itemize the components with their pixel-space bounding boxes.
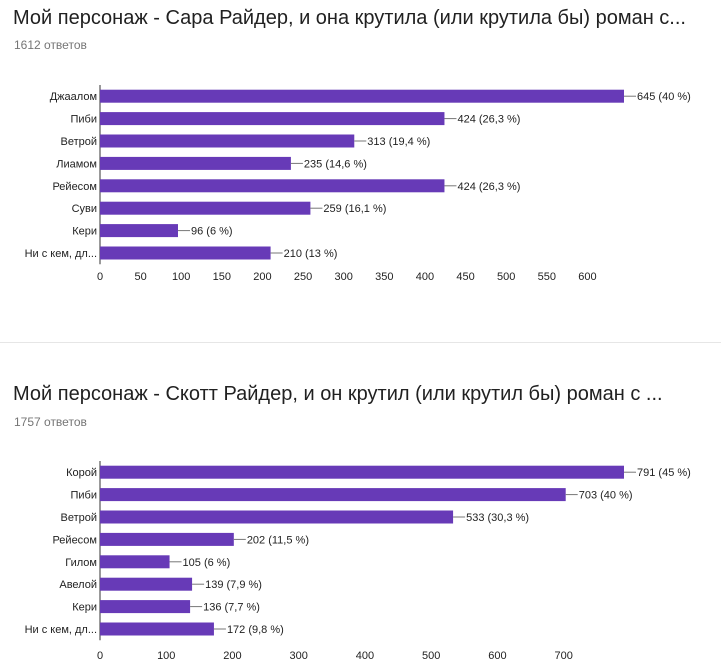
- x-tick-label: 550: [538, 271, 556, 283]
- category-label: Ветрой: [60, 512, 97, 524]
- data-label: 202 (11,5 %): [247, 534, 309, 546]
- category-label: Кери: [72, 602, 97, 614]
- data-label: 235 (14,6 %): [304, 158, 367, 170]
- category-label: Пиби: [71, 490, 98, 502]
- x-tick-label: 200: [223, 650, 241, 662]
- x-tick-label: 100: [172, 271, 190, 283]
- category-label: Ветрой: [60, 136, 97, 148]
- data-label: 424 (26,3 %): [457, 181, 520, 193]
- category-label: Рейесом: [52, 181, 97, 193]
- x-tick-label: 400: [356, 650, 374, 662]
- bar: [100, 488, 566, 502]
- bar: [100, 246, 271, 260]
- bar: [100, 555, 170, 569]
- data-label: 105 (6 %): [183, 557, 231, 569]
- question-card-1: Мой персонаж - Сара Райдер, и она крутил…: [13, 7, 691, 283]
- x-tick-label: 0: [97, 271, 103, 283]
- x-tick-label: 600: [488, 650, 506, 662]
- x-tick-label: 100: [157, 650, 175, 662]
- question-title: Мой персонаж - Сара Райдер, и она крутил…: [13, 7, 686, 29]
- bar: [100, 201, 311, 215]
- x-tick-label: 400: [416, 271, 434, 283]
- data-label: 424 (26,3 %): [457, 114, 520, 126]
- category-label: Корой: [66, 467, 97, 479]
- category-label: Рейесом: [52, 534, 97, 546]
- x-tick-label: 200: [253, 271, 271, 283]
- data-label: 139 (7,9 %): [205, 579, 262, 591]
- bar: [100, 224, 178, 238]
- x-tick-label: 500: [497, 271, 515, 283]
- data-label: 96 (6 %): [191, 226, 233, 238]
- bar: [100, 465, 624, 479]
- data-label: 259 (16,1 %): [323, 203, 386, 215]
- response-count: 1757 ответов: [14, 415, 87, 429]
- bar-chart: Джаалом 645 (40 %) Пиби 424 (26,3 %) Ветрой 3…: [25, 85, 691, 283]
- bar: [100, 112, 445, 126]
- x-tick-label: 0: [97, 650, 103, 662]
- data-label: 172 (9,8 %): [227, 624, 284, 636]
- category-label: Пиби: [71, 114, 98, 126]
- category-label: Ни с кем, дл...: [25, 624, 97, 636]
- bar: [100, 577, 193, 591]
- category-label: Лиамом: [56, 158, 97, 170]
- x-tick-label: 300: [335, 271, 353, 283]
- card-divider: [0, 342, 721, 343]
- bar: [100, 532, 234, 546]
- x-tick-label: 500: [422, 650, 440, 662]
- data-label: 136 (7,7 %): [203, 602, 260, 614]
- x-tick-label: 50: [134, 271, 146, 283]
- data-label: 533 (30,3 %): [466, 512, 529, 524]
- x-tick-label: 700: [555, 650, 573, 662]
- x-tick-label: 600: [578, 271, 596, 283]
- category-label: Ни с кем, дл...: [25, 248, 97, 260]
- x-tick-label: 300: [290, 650, 308, 662]
- bar: [100, 89, 624, 103]
- data-label: 313 (19,4 %): [367, 136, 430, 148]
- data-label: 791 (45 %): [637, 467, 691, 479]
- bar: [100, 622, 214, 636]
- bar: [100, 179, 445, 193]
- bar: [100, 156, 291, 170]
- category-label: Кери: [72, 226, 97, 238]
- x-tick-label: 350: [375, 271, 393, 283]
- question-title: Мой персонаж - Скотт Райдер, и он крутил…: [13, 383, 663, 405]
- bar: [100, 134, 355, 148]
- x-tick-label: 450: [456, 271, 474, 283]
- bar: [100, 510, 454, 524]
- x-tick-label: 250: [294, 271, 312, 283]
- data-label: 703 (40 %): [579, 490, 633, 502]
- x-tick-label: 150: [213, 271, 231, 283]
- category-label: Авелой: [59, 579, 97, 591]
- response-count: 1612 ответов: [14, 38, 87, 52]
- category-label: Гилом: [65, 557, 97, 569]
- bar-chart: Корой 791 (45 %) Пиби 703 (40 %) Ветрой 533 (…: [25, 461, 691, 662]
- data-label: 645 (40 %): [637, 91, 691, 103]
- question-card-2: Мой персонаж - Скотт Райдер, и он крутил…: [0, 343, 721, 670]
- category-label: Суви: [72, 203, 97, 215]
- bar: [100, 600, 191, 614]
- category-label: Джаалом: [50, 91, 97, 103]
- data-label: 210 (13 %): [284, 248, 338, 260]
